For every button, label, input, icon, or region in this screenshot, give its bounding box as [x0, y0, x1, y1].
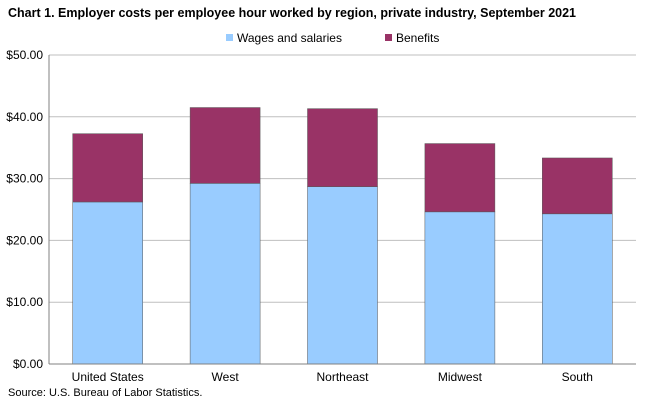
legend-wages-label: Wages and salaries: [237, 31, 342, 45]
x-tick-label: South: [562, 370, 593, 384]
wages-bar: [72, 201, 143, 365]
wages-bar: [424, 211, 496, 365]
source-note: Source: U.S. Bureau of Labor Statistics.: [8, 387, 203, 399]
y-tick-label: $50.00: [6, 48, 43, 62]
benefits-bar: [72, 133, 143, 203]
benefits-bar: [189, 107, 261, 184]
y-tick-label: $0.00: [13, 357, 43, 371]
y-tick-label: $20.00: [6, 233, 43, 247]
x-tick-label: United States: [72, 370, 144, 384]
legend-benefits-label: Benefits: [396, 31, 439, 45]
wages-bar: [189, 183, 261, 365]
benefits-bar: [307, 108, 378, 187]
x-axis-tick-labels: United States West Northeast Midwest South: [72, 370, 593, 384]
y-tick-label: $40.00: [6, 110, 43, 124]
bar-group: [72, 107, 613, 365]
chart-legend: Wages and salaries Benefits: [226, 31, 439, 45]
chart-title: Chart 1. Employer costs per employee hou…: [8, 6, 576, 20]
x-tick-label: West: [212, 370, 240, 384]
legend-wages-swatch: [226, 34, 233, 41]
wages-bar: [542, 213, 613, 365]
wages-bar: [307, 186, 378, 365]
benefits-bar: [424, 143, 496, 213]
legend-benefits-swatch: [385, 34, 392, 41]
benefits-bar: [542, 157, 613, 215]
y-tick-label: $10.00: [6, 295, 43, 309]
axes: [48, 55, 636, 365]
y-axis-tick-labels: $0.00 $10.00 $20.00 $30.00 $40.00 $50.00: [6, 48, 43, 371]
x-tick-label: Midwest: [438, 370, 483, 384]
x-tick-label: Northeast: [316, 370, 369, 384]
y-tick-label: $30.00: [6, 172, 43, 186]
